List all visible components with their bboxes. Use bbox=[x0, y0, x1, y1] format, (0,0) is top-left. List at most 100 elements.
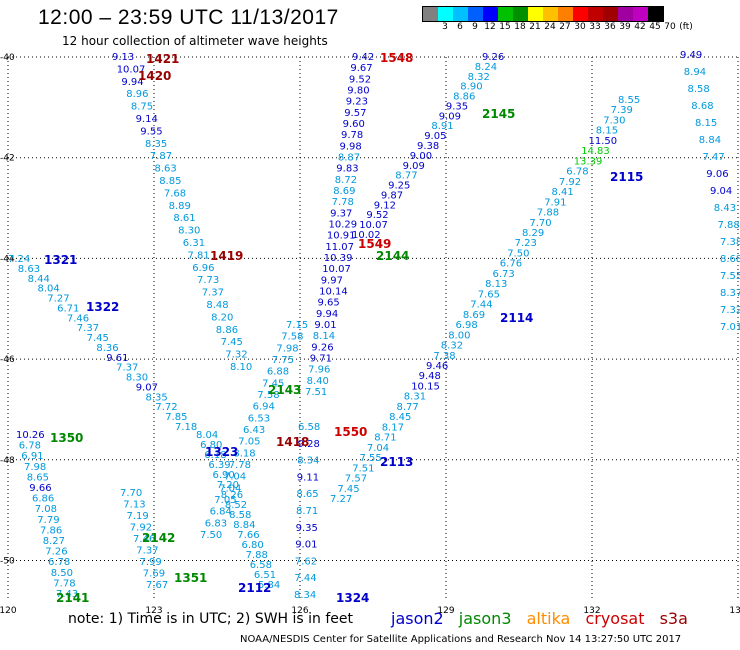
wave-height-value: 6.91 bbox=[21, 451, 43, 462]
wave-height-value: 9.78 bbox=[341, 130, 363, 141]
wave-height-value: 6.39 bbox=[208, 460, 230, 471]
wave-height-value: 7.04 bbox=[219, 483, 241, 494]
wave-height-value: 9.65 bbox=[318, 298, 340, 309]
color-swatch bbox=[513, 7, 528, 21]
wave-height-value: 8.04 bbox=[196, 430, 218, 441]
longitude-tick-label: 132 bbox=[583, 606, 600, 616]
units-note: note: 1) Time is in UTC; 2) SWH is in fe… bbox=[68, 611, 354, 627]
wave-height-value: 9.83 bbox=[336, 164, 358, 175]
wave-height-value: 8.84 bbox=[233, 520, 255, 531]
wave-height-value: 8.55 bbox=[618, 95, 640, 106]
wave-height-value: 7.45 bbox=[337, 484, 359, 495]
wave-height-value: 7.78 bbox=[332, 197, 354, 208]
wave-height-value: 7.57 bbox=[345, 474, 367, 485]
wave-height-value: 10.02 bbox=[352, 230, 381, 241]
color-scale-tick: 30 bbox=[574, 22, 586, 32]
wave-height-value: 7.50 bbox=[507, 249, 529, 260]
color-swatch bbox=[633, 7, 648, 21]
color-scale-tick: 15 bbox=[499, 22, 511, 32]
wave-height-value: 9.97 bbox=[321, 275, 343, 286]
wave-height-value: 10.26 bbox=[16, 430, 45, 441]
wave-height-value: 6.83 bbox=[205, 518, 227, 529]
wave-height-value: 10.07 bbox=[322, 264, 351, 275]
wave-height-value: 7.05 bbox=[238, 437, 260, 448]
wave-height-value: 7.45 bbox=[221, 337, 243, 348]
wave-height-value: 6.98 bbox=[456, 320, 478, 331]
wave-height-value: 10.91 bbox=[327, 231, 356, 242]
wave-height-value: 9.60 bbox=[343, 119, 365, 130]
wave-height-value: 7.38 bbox=[720, 237, 740, 248]
wave-height-value: 8.34 bbox=[294, 590, 316, 601]
color-scale-tick: 9 bbox=[472, 22, 478, 32]
wave-height-value: 7.51 bbox=[352, 463, 374, 474]
pass-id-1549: 1549 bbox=[358, 237, 391, 251]
wave-height-value: 8.29 bbox=[522, 228, 544, 239]
pass-id-1324: 1324 bbox=[336, 591, 369, 605]
wave-height-value: 8.27 bbox=[43, 536, 65, 547]
pass-id-1548: 1548 bbox=[380, 51, 413, 65]
pass-id-1351: 1351 bbox=[174, 571, 207, 585]
wave-height-value: 7.15 bbox=[286, 320, 308, 331]
wave-height-value: 9.01 bbox=[314, 320, 336, 331]
wave-height-value: 6.43 bbox=[243, 425, 265, 436]
longitude-tick-label: 129 bbox=[437, 606, 454, 616]
wave-height-value: 8.13 bbox=[485, 279, 507, 290]
wave-height-value: 8.77 bbox=[397, 402, 419, 413]
wave-height-value: 6.84 bbox=[210, 507, 232, 518]
wave-height-value: 7.39 bbox=[611, 105, 633, 116]
wave-height-value: 8.45 bbox=[389, 412, 411, 423]
wave-height-value: 8.48 bbox=[206, 300, 228, 311]
color-swatch bbox=[543, 7, 558, 21]
wave-height-value: 7.85 bbox=[165, 412, 187, 423]
wave-height-value: 7.05 bbox=[214, 495, 236, 506]
color-swatch bbox=[498, 7, 513, 21]
wave-height-value: 8.63 bbox=[155, 164, 177, 175]
wave-height-value: 9.26 bbox=[311, 342, 333, 353]
wave-height-value: 8.69 bbox=[463, 310, 485, 321]
wave-height-value: 5.84 bbox=[258, 580, 280, 591]
wave-height-value: 8.44 bbox=[28, 274, 50, 285]
pass-id-2113: 2113 bbox=[380, 455, 413, 469]
wave-height-labels: 9.1310.079.948.968.759.149.558.357.878.6… bbox=[8, 50, 740, 601]
wave-height-value: 8.63 bbox=[18, 264, 40, 275]
pass-id-2142: 2142 bbox=[142, 531, 175, 545]
wave-height-value: 7.70 bbox=[120, 488, 142, 499]
wave-height-value: 7.37 bbox=[202, 288, 224, 299]
wave-height-value: 9.01 bbox=[295, 540, 317, 551]
color-swatch bbox=[558, 7, 573, 21]
wave-height-value: 7.50 bbox=[200, 530, 222, 541]
pass-id-1323: 1323 bbox=[205, 445, 238, 459]
wave-height-value: 9.12 bbox=[374, 200, 396, 211]
wave-height-value: 8.61 bbox=[173, 213, 195, 224]
wave-height-value: 8.41 bbox=[552, 187, 574, 198]
latitude-tick-label: -40 bbox=[0, 53, 15, 63]
wave-height-value: 8.71 bbox=[374, 433, 396, 444]
color-swatch bbox=[453, 7, 468, 21]
latitude-tick-label: -42 bbox=[0, 154, 15, 164]
wave-height-value: 6.18 bbox=[204, 450, 226, 461]
wave-height-value: 9.48 bbox=[419, 371, 441, 382]
wave-height-value: 8.31 bbox=[404, 392, 426, 403]
wave-height-value: 7.73 bbox=[197, 275, 219, 286]
wave-height-value: 7.58 bbox=[257, 390, 279, 401]
color-scale-tick: 24 bbox=[544, 22, 556, 32]
wave-height-value: 9.57 bbox=[344, 108, 366, 119]
wave-height-value: 9.66 bbox=[29, 483, 51, 494]
pass-id-1350: 1350 bbox=[50, 431, 83, 445]
wave-height-value: 7.68 bbox=[164, 188, 186, 199]
wave-height-value: 8.14 bbox=[313, 331, 335, 342]
wave-height-value: 7.72 bbox=[155, 402, 177, 413]
color-scale-tick: 45 bbox=[649, 22, 661, 32]
latitude-tick-label: -48 bbox=[0, 456, 15, 466]
color-scale-tick: 70 bbox=[664, 22, 676, 32]
wave-height-value: 7.47 bbox=[703, 152, 725, 163]
color-scale-tick: 33 bbox=[589, 22, 601, 32]
wave-height-value: 13.39 bbox=[574, 156, 603, 167]
wave-height-value: 8.65 bbox=[27, 472, 49, 483]
wave-height-value: 9.09 bbox=[403, 161, 425, 172]
pass-id-1322: 1322 bbox=[86, 300, 119, 314]
wave-height-value: 9.14 bbox=[136, 114, 158, 125]
wave-height-value: 7.55 bbox=[360, 453, 382, 464]
wave-height-value: 7.62 bbox=[295, 556, 317, 567]
color-scale-tick: 39 bbox=[619, 22, 631, 32]
